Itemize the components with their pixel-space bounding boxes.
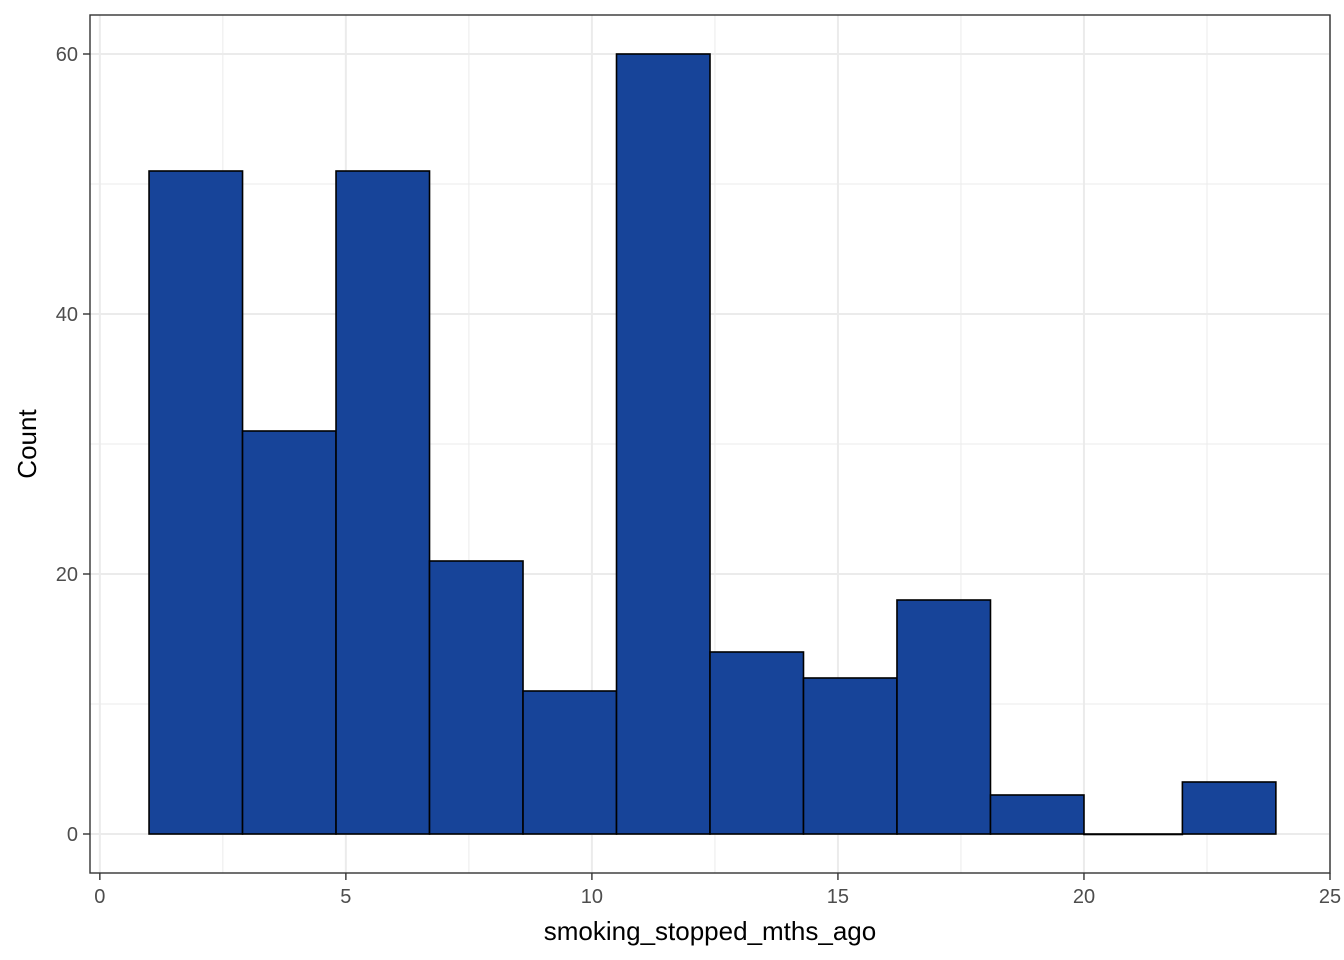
x-tick-label: 15: [827, 886, 849, 908]
y-axis-title: Count: [12, 409, 42, 479]
y-tick-label: 0: [67, 824, 78, 846]
histogram-bar: [335, 170, 431, 835]
histogram-bar: [241, 430, 337, 835]
y-tick-label: 20: [56, 564, 78, 586]
histogram-bar: [522, 690, 618, 835]
histogram-bar: [709, 651, 805, 835]
x-tick-label: 0: [94, 886, 105, 908]
histogram-bar: [148, 170, 244, 835]
panel-border: [89, 14, 1331, 874]
histogram-bar: [1181, 781, 1277, 835]
histogram-bar: [1083, 833, 1184, 836]
histogram-bar: [896, 599, 992, 835]
y-tick-label: 40: [56, 304, 78, 326]
histogram-bar: [802, 677, 898, 835]
histogram-bars: [148, 53, 1277, 836]
histogram-bar: [989, 794, 1085, 835]
x-tick-label: 25: [1319, 886, 1341, 908]
histogram-bar: [615, 53, 711, 835]
y-tick-label: 60: [56, 44, 78, 66]
axis-ticks: 0 5 10 15 20 25 0 20 40 60: [56, 44, 1341, 908]
x-tick-label: 20: [1073, 886, 1095, 908]
x-tick-label: 10: [581, 886, 603, 908]
histogram-bar: [428, 560, 524, 835]
x-tick-label: 5: [340, 886, 351, 908]
x-axis-title: smoking_stopped_mths_ago: [544, 916, 876, 946]
